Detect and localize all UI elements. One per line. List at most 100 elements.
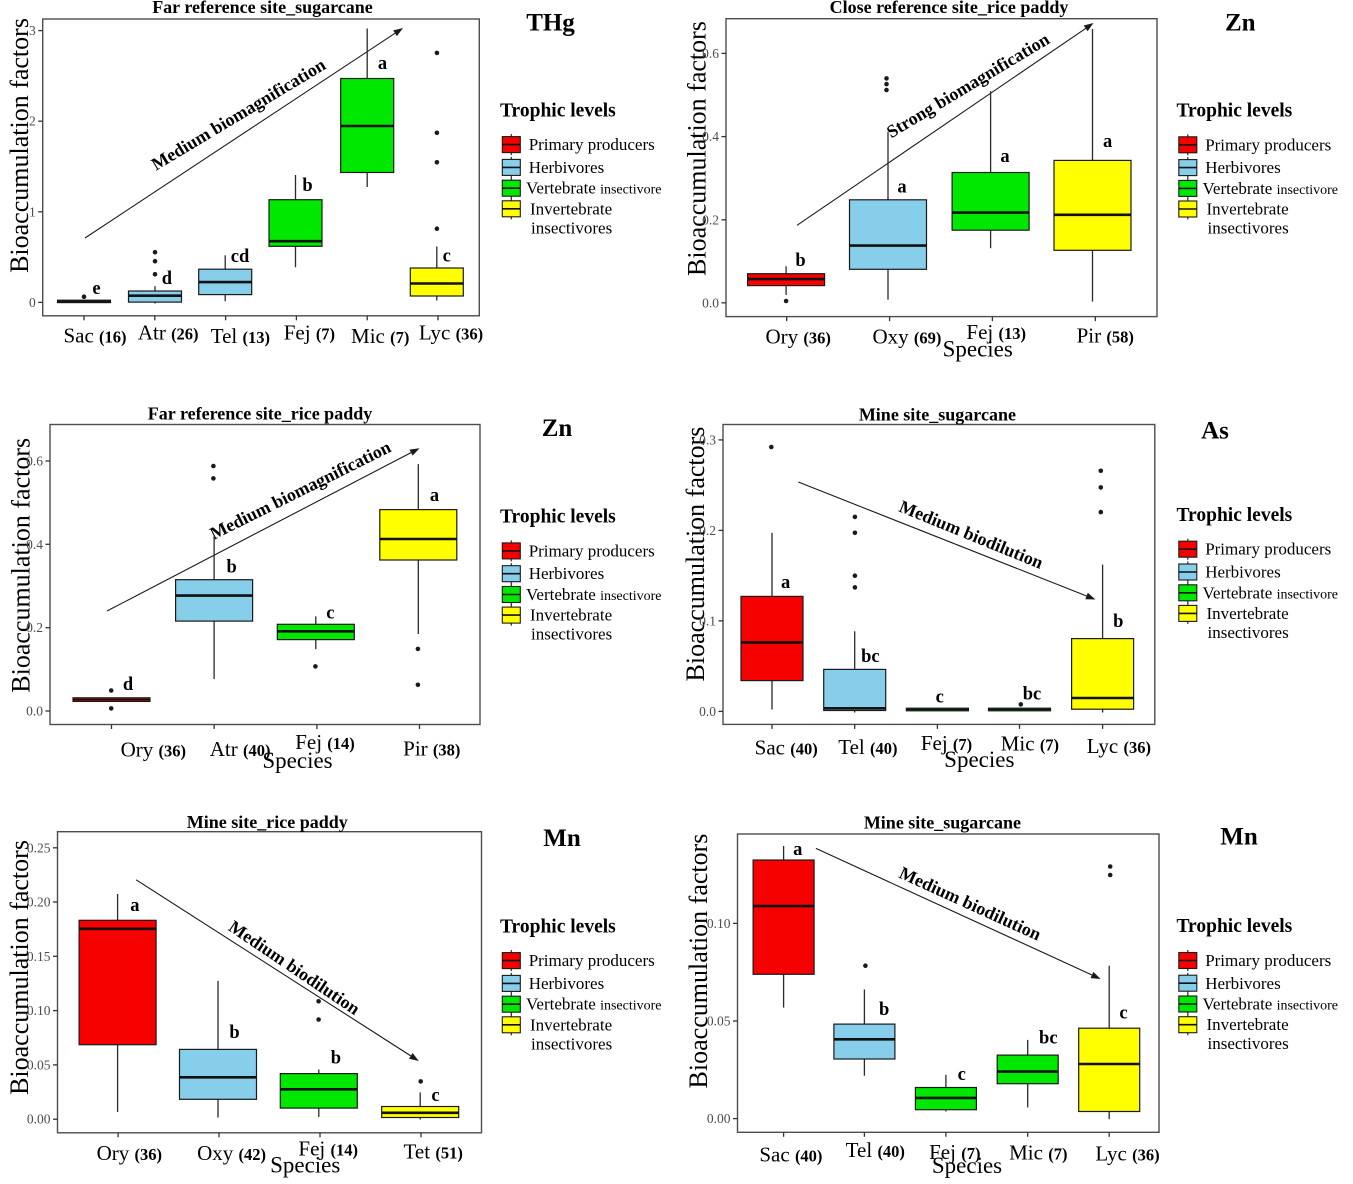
svg-text:0.2: 0.2 xyxy=(699,523,716,538)
svg-text:Tel (40): Tel (40) xyxy=(838,735,897,759)
svg-text:c: c xyxy=(431,1086,439,1106)
svg-text:Ory (36): Ory (36) xyxy=(121,738,186,762)
svg-text:insectivores: insectivores xyxy=(531,1034,612,1053)
svg-text:0.10: 0.10 xyxy=(27,1003,51,1018)
svg-text:Trophic levels: Trophic levels xyxy=(500,100,616,121)
svg-text:Fej (7): Fej (7) xyxy=(929,1140,980,1164)
svg-text:Fej (7): Fej (7) xyxy=(284,321,335,345)
svg-text:0.6: 0.6 xyxy=(26,454,43,469)
svg-text:0.05: 0.05 xyxy=(707,1014,731,1029)
svg-text:Species: Species xyxy=(270,1153,340,1178)
svg-text:0: 0 xyxy=(29,295,36,310)
svg-text:insectivores: insectivores xyxy=(1208,219,1289,238)
svg-text:Vertebrate insectivore: Vertebrate insectivore xyxy=(526,995,662,1014)
svg-text:Bioaccumulation factors: Bioaccumulation factors xyxy=(7,438,36,693)
svg-text:Herbivores: Herbivores xyxy=(529,974,605,993)
svg-text:Lyc (36): Lyc (36) xyxy=(419,321,483,345)
svg-text:0.1: 0.1 xyxy=(699,613,716,628)
svg-text:insectivores: insectivores xyxy=(1208,623,1289,642)
svg-text:3: 3 xyxy=(29,23,36,38)
svg-text:e: e xyxy=(92,279,100,299)
svg-text:a: a xyxy=(130,896,139,916)
svg-text:Tel (13): Tel (13) xyxy=(211,324,270,348)
svg-text:Mine site_sugarcane: Mine site_sugarcane xyxy=(864,813,1021,833)
svg-text:0.00: 0.00 xyxy=(27,1112,51,1127)
svg-text:0.4: 0.4 xyxy=(26,537,43,552)
svg-text:Herbivores: Herbivores xyxy=(1205,563,1281,582)
svg-text:Lyc (36): Lyc (36) xyxy=(1087,734,1151,758)
svg-text:c: c xyxy=(443,247,451,267)
svg-text:c: c xyxy=(958,1065,966,1085)
svg-text:Primary producers: Primary producers xyxy=(529,135,655,154)
svg-text:d: d xyxy=(162,269,173,289)
svg-text:a: a xyxy=(781,573,790,593)
svg-text:Trophic levels: Trophic levels xyxy=(500,916,616,937)
svg-text:Far reference site_rice paddy: Far reference site_rice paddy xyxy=(148,404,372,424)
svg-text:Fej (13): Fej (13) xyxy=(966,320,1026,344)
svg-text:Oxy (42): Oxy (42) xyxy=(197,1141,266,1165)
svg-text:Herbivores: Herbivores xyxy=(529,158,605,177)
svg-text:Sac (16): Sac (16) xyxy=(63,324,126,348)
svg-text:2: 2 xyxy=(29,114,36,129)
svg-text:Trophic levels: Trophic levels xyxy=(500,507,616,528)
svg-text:Trophic levels: Trophic levels xyxy=(1177,505,1293,526)
svg-text:Primary producers: Primary producers xyxy=(1205,951,1331,970)
svg-text:Herbivores: Herbivores xyxy=(1205,158,1281,177)
svg-text:Vertebrate insectivore: Vertebrate insectivore xyxy=(1203,583,1339,602)
svg-text:0.2: 0.2 xyxy=(26,620,43,635)
svg-text:As: As xyxy=(1201,418,1229,445)
svg-text:cd: cd xyxy=(231,247,250,267)
svg-text:Species: Species xyxy=(262,748,332,773)
svg-text:Invertebrate: Invertebrate xyxy=(530,1015,612,1034)
svg-text:a: a xyxy=(430,486,439,506)
svg-text:Herbivores: Herbivores xyxy=(529,564,605,583)
svg-text:Mn: Mn xyxy=(543,825,581,852)
svg-text:Trophic levels: Trophic levels xyxy=(1177,101,1293,122)
svg-text:Atr (26): Atr (26) xyxy=(138,321,199,345)
svg-text:0.2: 0.2 xyxy=(702,212,719,227)
svg-text:0.10: 0.10 xyxy=(707,916,731,931)
svg-text:b: b xyxy=(1113,612,1123,632)
svg-text:Far reference site_sugarcane: Far reference site_sugarcane xyxy=(152,0,373,17)
svg-text:Species: Species xyxy=(943,337,1013,362)
svg-text:Lyc (36): Lyc (36) xyxy=(1095,1142,1159,1166)
svg-text:b: b xyxy=(795,251,805,271)
svg-text:Sac (40): Sac (40) xyxy=(755,736,818,760)
svg-text:Invertebrate: Invertebrate xyxy=(1207,1015,1289,1034)
svg-text:a: a xyxy=(793,840,802,860)
svg-text:bc: bc xyxy=(861,647,880,667)
svg-text:b: b xyxy=(226,558,236,578)
svg-text:Close reference site_rice padd: Close reference site_rice paddy xyxy=(830,0,1069,17)
svg-text:c: c xyxy=(936,688,944,708)
svg-text:insectivores: insectivores xyxy=(531,625,612,644)
svg-text:0.6: 0.6 xyxy=(702,46,719,61)
svg-text:Mic (7): Mic (7) xyxy=(351,324,409,348)
svg-text:Species: Species xyxy=(932,1153,1002,1178)
svg-text:c: c xyxy=(1119,1004,1127,1024)
svg-text:Vertebrate insectivore: Vertebrate insectivore xyxy=(526,585,662,604)
svg-text:0.25: 0.25 xyxy=(27,840,51,855)
svg-text:0.05: 0.05 xyxy=(27,1057,51,1072)
svg-text:0.0: 0.0 xyxy=(26,704,43,719)
svg-text:Mine site_sugarcane: Mine site_sugarcane xyxy=(859,405,1016,425)
svg-text:a: a xyxy=(1103,132,1112,152)
svg-text:Fej (14): Fej (14) xyxy=(298,1137,358,1161)
svg-text:Vertebrate insectivore: Vertebrate insectivore xyxy=(526,179,662,198)
svg-text:Invertebrate: Invertebrate xyxy=(530,606,612,625)
svg-text:c: c xyxy=(326,604,334,624)
svg-text:Mine site_rice paddy: Mine site_rice paddy xyxy=(187,812,348,832)
svg-text:0.3: 0.3 xyxy=(699,432,716,447)
svg-text:a: a xyxy=(378,54,387,74)
svg-text:Vertebrate insectivore: Vertebrate insectivore xyxy=(1203,995,1339,1014)
svg-text:Zn: Zn xyxy=(542,415,573,442)
svg-text:Zn: Zn xyxy=(1225,10,1256,37)
svg-text:Sac (40): Sac (40) xyxy=(759,1143,822,1167)
svg-text:0.4: 0.4 xyxy=(702,129,719,144)
svg-text:Species: Species xyxy=(944,747,1014,772)
svg-text:a: a xyxy=(1000,147,1009,167)
svg-text:Ory (36): Ory (36) xyxy=(765,325,830,349)
svg-text:Fej (7): Fej (7) xyxy=(921,731,972,755)
svg-text:Bioaccumulation factors: Bioaccumulation factors xyxy=(5,18,34,273)
svg-text:Mn: Mn xyxy=(1220,824,1258,851)
svg-text:Pir (58): Pir (58) xyxy=(1077,324,1134,348)
